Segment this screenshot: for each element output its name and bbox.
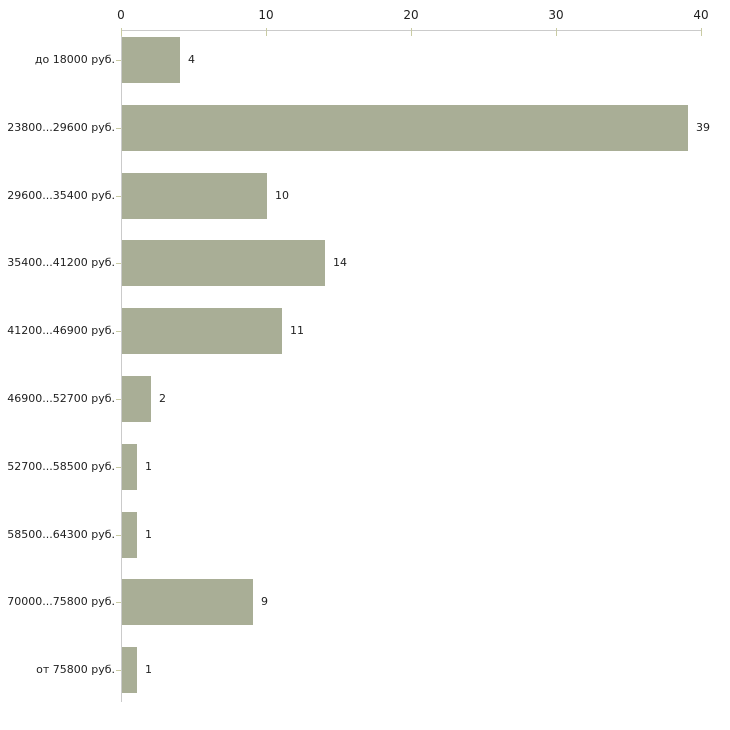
value-label: 2: [159, 392, 166, 405]
category-label: 29600...35400 руб.: [7, 189, 115, 202]
x-axis-tick: [701, 28, 702, 36]
y-axis-tick: [116, 60, 121, 61]
category-label: 70000...75800 руб.: [7, 595, 115, 608]
bar: [122, 444, 137, 490]
bar: [122, 308, 282, 354]
value-label: 39: [696, 121, 710, 134]
x-axis-tick-label: 20: [403, 8, 419, 22]
bar: [122, 579, 253, 625]
category-label: 23800...29600 руб.: [7, 121, 115, 134]
category-label: 41200...46900 руб.: [7, 324, 115, 337]
bar: [122, 512, 137, 558]
value-label: 1: [145, 663, 152, 676]
category-label: до 18000 руб.: [34, 53, 115, 66]
bar: [122, 173, 267, 219]
y-axis-tick: [116, 263, 121, 264]
y-axis-tick: [116, 331, 121, 332]
value-label: 10: [275, 189, 289, 202]
y-axis-tick: [116, 196, 121, 197]
value-label: 14: [333, 256, 347, 269]
value-label: 1: [145, 528, 152, 541]
value-label: 9: [261, 595, 268, 608]
x-axis-tick: [121, 28, 122, 36]
x-axis-tick-label: 40: [693, 8, 709, 22]
y-axis-line: [121, 30, 122, 702]
value-label: 4: [188, 53, 195, 66]
y-axis-tick: [116, 670, 121, 671]
category-label: от 75800 руб.: [36, 663, 115, 676]
y-axis-tick: [116, 535, 121, 536]
bar: [122, 376, 151, 422]
x-axis-tick: [266, 28, 267, 36]
x-axis-tick: [556, 28, 557, 36]
bar: [122, 647, 137, 693]
value-label: 11: [290, 324, 304, 337]
value-label: 1: [145, 460, 152, 473]
y-axis-tick: [116, 399, 121, 400]
category-label: 58500...64300 руб.: [7, 528, 115, 541]
bar: [122, 37, 180, 83]
y-axis-tick: [116, 602, 121, 603]
y-axis-tick: [116, 128, 121, 129]
category-label: 35400...41200 руб.: [7, 256, 115, 269]
category-label: 46900...52700 руб.: [7, 392, 115, 405]
x-axis-tick-label: 30: [548, 8, 564, 22]
x-axis-tick-label: 0: [117, 8, 125, 22]
bar: [122, 105, 688, 151]
bar: [122, 240, 325, 286]
category-label: 52700...58500 руб.: [7, 460, 115, 473]
y-axis-tick: [116, 467, 121, 468]
x-axis-tick: [411, 28, 412, 36]
x-axis-tick-label: 10: [258, 8, 274, 22]
